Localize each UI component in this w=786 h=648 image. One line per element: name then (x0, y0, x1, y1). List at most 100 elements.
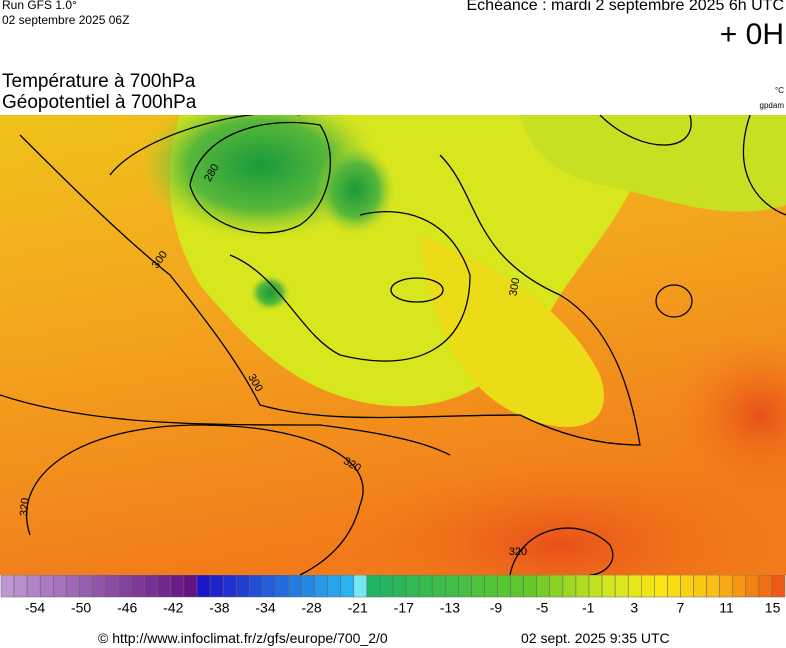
offset: + 0H (719, 18, 784, 51)
colorbar-label: 15 (765, 600, 781, 616)
colorbar-swatch (39, 575, 54, 598)
colorbar-swatch (601, 575, 616, 598)
colorbar-swatch (588, 575, 603, 598)
colorbar-swatch (53, 575, 67, 598)
colorbar-label: -42 (163, 600, 183, 616)
colorbar-swatch (484, 575, 498, 598)
colorbar-swatch (314, 575, 328, 598)
colorbar-swatch (758, 575, 773, 598)
colorbar-swatch (66, 575, 80, 598)
colorbar-swatch (471, 575, 485, 598)
colorbar-swatch (549, 575, 564, 598)
contour-line (229, 210, 471, 362)
run-date: 02 septembre 2025 06Z (2, 13, 130, 27)
colorbar-swatch (497, 575, 511, 598)
colorbar-swatch (405, 575, 420, 598)
colorbar-label: 7 (677, 600, 685, 616)
colorbar-swatch (614, 575, 629, 598)
colorbar-swatch (170, 575, 185, 598)
echeance: Echéance : mardi 2 septembre 2025 6h UTC (466, 0, 785, 14)
colorbar-label: -17 (394, 600, 414, 616)
colorbar-swatch (0, 575, 15, 598)
colorbar-label: -38 (209, 600, 229, 616)
colorbar-swatch (536, 575, 551, 598)
colorbar-swatch (418, 575, 433, 598)
unit-geopotential: gpdam (759, 101, 784, 110)
colorbar-swatch (209, 575, 224, 598)
colorbar-label: -34 (255, 600, 275, 616)
contour-line (189, 121, 332, 234)
colorbar-swatch (301, 575, 315, 598)
colorbar-swatch (327, 575, 341, 598)
zone-warm-east (670, 335, 786, 495)
contours (0, 115, 786, 575)
colorbar-swatch (654, 575, 668, 598)
contour-line (390, 277, 444, 303)
colorbar-swatch (196, 575, 211, 598)
colorbar-swatch (732, 575, 747, 598)
colorbar-swatch (249, 575, 263, 598)
colorbar-swatch (340, 575, 355, 598)
colorbar-swatch (458, 575, 472, 598)
colorbar-swatch (562, 575, 577, 598)
zone-greenland-east (315, 145, 395, 235)
colorbar-swatch (92, 575, 106, 598)
colorbar-label: -54 (25, 600, 45, 616)
colorbar-swatch (131, 575, 145, 598)
contour-line (742, 115, 786, 216)
colorbar: -54 -50 -46 -42 -38 -34 -28 -21 -17 -13 -9 -5 -1 3 7 11… (0, 575, 786, 616)
contour-line (19, 134, 641, 446)
unit-temperature: °C (775, 86, 784, 95)
colorbar-swatch (222, 575, 237, 598)
colorbar-swatch (641, 575, 655, 598)
colorbar-swatch (523, 575, 537, 598)
zone-warm (330, 455, 786, 575)
colorbar-label: -21 (348, 600, 368, 616)
contour-line (0, 394, 451, 456)
contour-line (25, 424, 364, 575)
colorbar-swatch (719, 575, 733, 598)
colorbar-label: 11 (719, 600, 734, 616)
colorbar-swatch (575, 575, 590, 598)
contour-line (599, 115, 692, 146)
contour-label: 320 (18, 497, 32, 516)
colorbar-swatch (771, 575, 786, 598)
colorbar-swatch (379, 575, 394, 598)
colorbar-swatch (118, 575, 132, 598)
colorbar-swatch (235, 575, 250, 598)
title-temperature: Température à 700hPa (2, 71, 196, 92)
colorbar-swatch (275, 575, 289, 598)
colorbar-label: -5 (536, 600, 549, 616)
colorbar-label: -46 (117, 600, 137, 616)
colorbar-label: 3 (630, 600, 638, 616)
zone-cold-blob (250, 275, 290, 311)
colorbar-swatch (431, 575, 446, 598)
colorbar-swatch (392, 575, 407, 598)
colorbar-label: -50 (71, 600, 91, 616)
zone-europe (420, 235, 604, 427)
colorbar-label: -9 (490, 600, 503, 616)
colorbar-swatch (183, 575, 198, 598)
colorbar-swatch (26, 575, 41, 598)
run-label: Run GFS 1.0° (2, 0, 77, 12)
contour-label: 300 (507, 277, 522, 297)
colorbar-swatch (627, 575, 642, 598)
contour-line (509, 527, 614, 575)
colorbar-swatch (13, 575, 28, 598)
colorbar-label: -13 (440, 600, 460, 616)
zone-cool-north (520, 115, 786, 212)
colorbar-swatch (353, 575, 368, 598)
colorbar-swatch (79, 575, 93, 598)
colorbar-swatch (105, 575, 119, 598)
colorbar-swatch (157, 575, 172, 598)
source: © http://www.infoclimat.fr/z/gfs/europe/… (98, 630, 388, 646)
title-geopotential: Géopotentiel à 700hPa (2, 92, 197, 113)
colorbar-swatch (680, 575, 694, 598)
contour-line (655, 284, 693, 318)
colorbar-label: -28 (301, 600, 321, 616)
colorbar-swatch (366, 575, 381, 598)
colorbar-swatch (262, 575, 276, 598)
contour-label: 320 (509, 546, 527, 558)
